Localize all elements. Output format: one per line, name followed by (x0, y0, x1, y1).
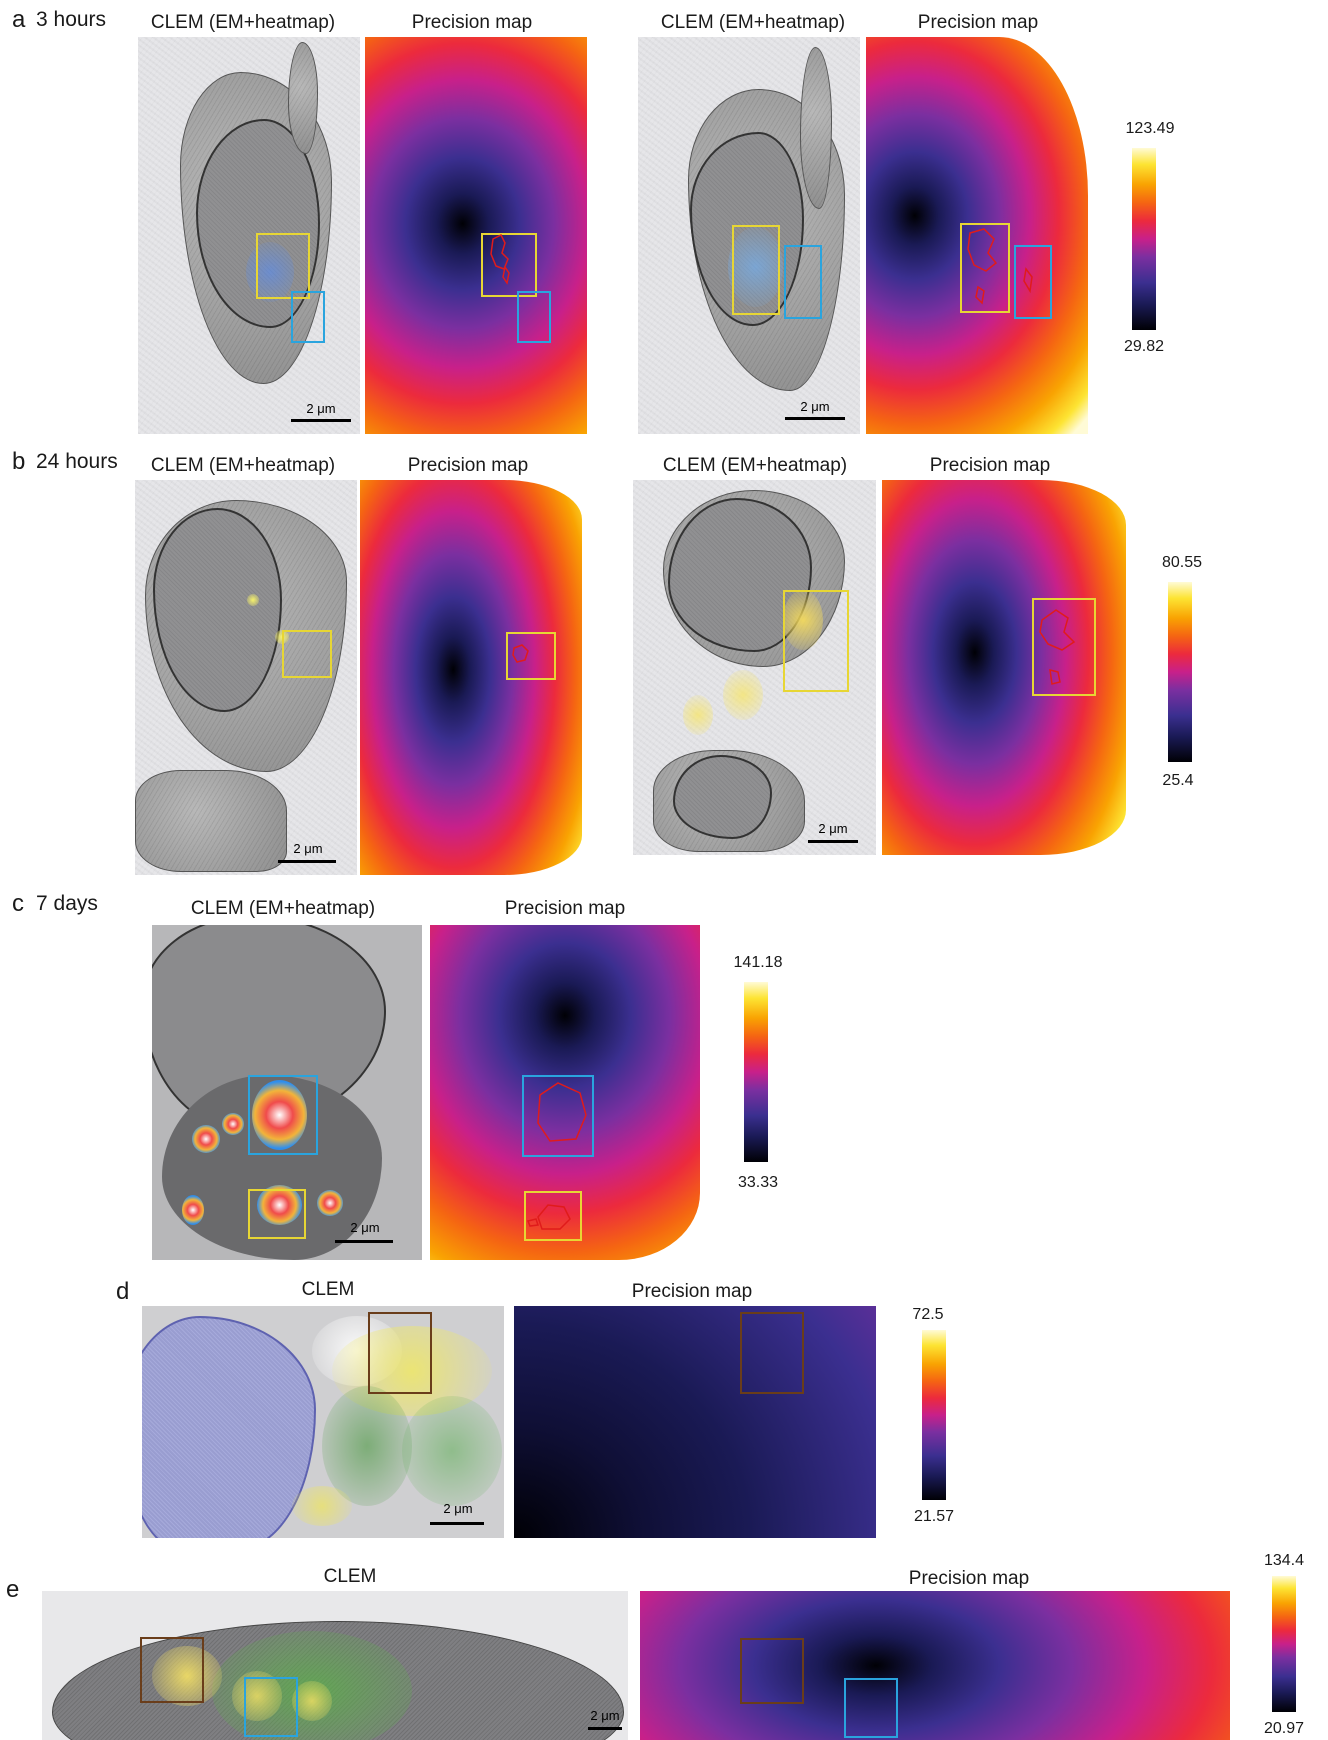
panel-e-colorbar-max: 134.4 (1263, 1552, 1305, 1569)
panel-d-colorbar-min: 21.57 (913, 1508, 955, 1525)
panel-a-colorbar-min: 29.82 (1123, 338, 1165, 355)
panel-e-colorbar-min: 20.97 (1263, 1720, 1305, 1737)
panel-b-clem-title-2: CLEM (EM+heatmap) (662, 455, 848, 476)
panel-b-precision-title-1: Precision map (407, 455, 529, 476)
panel-b-contours-2 (1039, 609, 1076, 685)
panel-b-clem-image-2: 2 μm (633, 480, 876, 855)
panel-a-clem-title-1: CLEM (EM+heatmap) (150, 12, 336, 33)
panel-d-colorbar-max: 72.5 (912, 1306, 944, 1323)
panel-e-clem-title: CLEM (323, 1566, 377, 1587)
panel-c-colorbar (744, 982, 768, 1162)
panel-b-colorbar-min: 25.4 (1162, 772, 1194, 789)
panel-a-scale-label-1: 2 μm (306, 401, 336, 416)
panel-c-colorbar-min: 33.33 (737, 1174, 779, 1191)
panel-letter-c: c (12, 890, 24, 917)
panel-d-scale-bar (430, 1522, 484, 1525)
panel-e-precision-map (640, 1591, 1230, 1740)
panel-b-contours-1 (512, 644, 529, 663)
panel-e-clem-image: 2 μm (42, 1591, 628, 1740)
panel-b-colorbar-max: 80.55 (1161, 554, 1203, 571)
panel-letter-b: b (12, 448, 26, 475)
panel-a-contours-1 (490, 233, 510, 285)
panel-c-clem-image: 2 μm (152, 925, 422, 1260)
panel-c-time-label: 7 days (36, 892, 98, 915)
panel-c-contours (526, 1082, 587, 1230)
panel-e-precision-title: Precision map (908, 1568, 1030, 1589)
panel-b-clem-image-1: 2 μm (135, 480, 357, 875)
panel-a-precision-title-1: Precision map (411, 12, 533, 33)
panel-a-time-label: 3 hours (36, 8, 107, 31)
panel-d-colorbar (922, 1330, 946, 1500)
panel-b-scale-label-2: 2 μm (818, 821, 848, 836)
panel-b-clem-title-1: CLEM (EM+heatmap) (150, 455, 336, 476)
panel-c-scale-label: 2 μm (350, 1220, 380, 1235)
panel-d-precision-title: Precision map (631, 1281, 753, 1302)
panel-a-clem-title-2: CLEM (EM+heatmap) (660, 12, 846, 33)
panel-a-scale-label-2: 2 μm (800, 399, 830, 414)
panel-a-clem-image-2: 2 μm (638, 37, 860, 434)
panel-b-scale-label-1: 2 μm (293, 841, 323, 856)
panel-b-scale-bar-1 (278, 860, 336, 863)
panel-d-clem-image: 2 μm (142, 1306, 504, 1538)
panel-letter-d: d (116, 1278, 130, 1305)
panel-d-precision-map (514, 1306, 876, 1538)
panel-b-scale-bar-2 (808, 840, 858, 843)
panel-c-clem-title: CLEM (EM+heatmap) (190, 898, 376, 919)
panel-c-precision-title: Precision map (504, 898, 626, 919)
panel-c-precision-map (430, 925, 700, 1260)
panel-a-clem-image-1: 2 μm (138, 37, 360, 434)
panel-e-colorbar (1272, 1576, 1296, 1712)
panel-c-scale-bar (335, 1240, 393, 1243)
panel-b-time-label: 24 hours (36, 450, 118, 473)
panel-b-colorbar (1168, 582, 1192, 762)
panel-b-precision-map-2 (882, 480, 1126, 855)
panel-a-colorbar-max: 123.49 (1125, 120, 1175, 137)
panel-b-precision-title-2: Precision map (929, 455, 1051, 476)
panel-a-colorbar (1132, 148, 1156, 330)
panel-letter-a: a (12, 6, 26, 33)
panel-a-contours-2 (967, 228, 1033, 305)
panel-e-scale-label: 2 μm (590, 1708, 620, 1723)
panel-letter-e: e (6, 1576, 20, 1603)
panel-a-precision-map-1 (365, 37, 587, 434)
panel-c-colorbar-max: 141.18 (733, 954, 783, 971)
panel-a-precision-title-2: Precision map (917, 12, 1039, 33)
panel-a-precision-map-2 (866, 37, 1088, 434)
panel-e-scale-bar (588, 1727, 622, 1730)
panel-a-scale-bar-1 (291, 419, 351, 422)
panel-d-scale-label: 2 μm (443, 1501, 473, 1516)
panel-d-clem-title: CLEM (301, 1279, 355, 1300)
panel-b-precision-map-1 (360, 480, 582, 875)
panel-a-scale-bar-2 (785, 417, 845, 420)
